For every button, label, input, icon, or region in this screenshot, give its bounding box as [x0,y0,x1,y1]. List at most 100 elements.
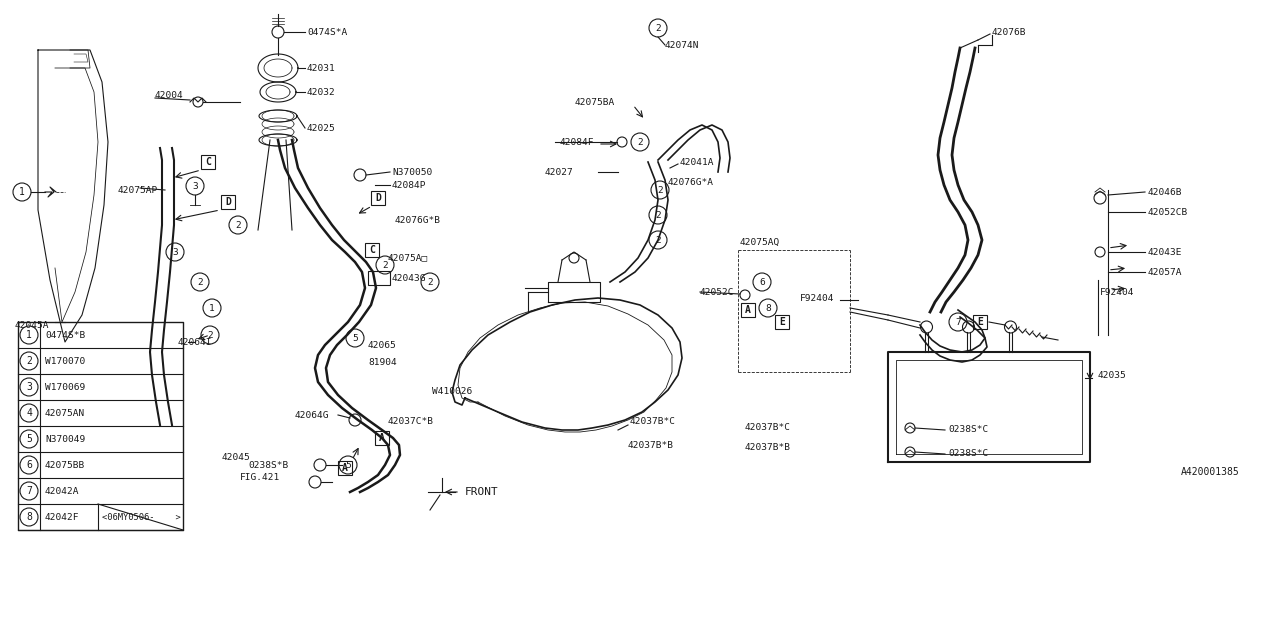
Text: 42064I: 42064I [178,337,212,346]
Text: 42025: 42025 [307,124,335,132]
Text: 1: 1 [26,330,32,340]
Text: E: E [780,317,785,327]
Text: 1: 1 [19,187,24,197]
Text: 2: 2 [655,236,660,244]
Bar [371,191,385,205]
Bar [338,461,352,475]
Text: 2: 2 [197,278,202,287]
Text: 42035: 42035 [1098,371,1126,380]
Text: A420001385: A420001385 [1181,467,1240,477]
Text: C: C [369,245,375,255]
Text: 42084P: 42084P [392,180,426,189]
Text: 42045: 42045 [221,454,251,463]
Text: 42076G*A: 42076G*A [668,177,714,186]
Text: FIG.421: FIG.421 [241,474,280,483]
Text: N370050: N370050 [392,168,433,177]
Text: FRONT: FRONT [465,487,499,497]
Text: 81904: 81904 [369,358,397,367]
Text: 42032: 42032 [307,88,335,97]
Text: 8: 8 [765,303,771,312]
Text: 5: 5 [352,333,358,342]
Text: F92404: F92404 [1100,287,1134,296]
Text: 42037B*B: 42037B*B [745,444,791,452]
Bar [201,155,215,169]
Text: 42074N: 42074N [666,40,699,49]
Text: 2: 2 [26,356,32,366]
Text: 42027: 42027 [545,168,573,177]
Text: 42076G*B: 42076G*B [396,216,442,225]
Text: 2: 2 [655,211,660,220]
Text: W410026: W410026 [433,387,472,397]
Text: 42042F: 42042F [45,513,79,522]
Text: 2: 2 [383,260,388,269]
Text: 0238S*B: 0238S*B [248,461,288,470]
Text: 42064G: 42064G [294,410,329,419]
Text: D: D [375,193,381,203]
Text: W170070: W170070 [45,356,86,365]
Text: 42042A: 42042A [45,486,79,495]
Text: 6: 6 [26,460,32,470]
Text: 42004: 42004 [155,90,184,99]
Text: 42052CB: 42052CB [1148,207,1188,216]
Text: 4: 4 [26,408,32,418]
Text: 42041A: 42041A [680,157,714,166]
Text: 2: 2 [236,221,241,230]
Text: 0474S*A: 0474S*A [307,28,347,36]
Text: 42043E: 42043E [1148,248,1183,257]
Text: 0238S*C: 0238S*C [948,449,988,458]
Text: A: A [745,305,751,315]
Text: 5: 5 [26,434,32,444]
Bar [369,271,390,285]
Text: 42075AQ: 42075AQ [740,237,781,246]
Text: 7: 7 [955,317,961,326]
Text: 42075BB: 42075BB [45,461,86,470]
Text: E: E [977,317,983,327]
Text: 42037C*B: 42037C*B [388,417,434,426]
Text: 42076B: 42076B [992,28,1027,36]
Text: 2: 2 [207,330,212,339]
Text: 7: 7 [26,486,32,496]
Text: 8: 8 [26,512,32,522]
Text: 42045A: 42045A [15,321,50,330]
Bar [365,243,379,257]
Text: 42075A□: 42075A□ [388,253,429,262]
Text: 6: 6 [759,278,765,287]
Text: 2: 2 [428,278,433,287]
Text: 42057A: 42057A [1148,268,1183,276]
Text: 42031: 42031 [307,63,335,72]
Text: 42046B: 42046B [1148,188,1183,196]
Text: 0474S*B: 0474S*B [45,330,86,339]
Bar [774,315,788,329]
Text: 42037B*B: 42037B*B [628,440,675,449]
Text: C: C [205,157,211,167]
Text: A: A [342,463,348,473]
Text: 42043G: 42043G [392,273,426,282]
Text: 42075BA: 42075BA [575,97,616,106]
Bar [375,431,389,445]
Text: 42075AN: 42075AN [45,408,86,417]
Bar [973,315,987,329]
Text: 5: 5 [346,461,351,470]
Bar [221,195,236,209]
Text: 3: 3 [192,182,198,191]
Text: 42052C: 42052C [700,287,735,296]
Text: 0238S*C: 0238S*C [948,426,988,435]
Text: 42037B*C: 42037B*C [630,417,676,426]
Text: N370049: N370049 [45,435,86,444]
Bar [741,303,755,317]
Text: 2: 2 [657,186,663,195]
Text: 3: 3 [26,382,32,392]
Text: 2: 2 [655,24,660,33]
Text: <06MY0506-    >: <06MY0506- > [102,513,180,522]
Text: 42065: 42065 [369,340,397,349]
Text: 3: 3 [172,248,178,257]
Text: W170069: W170069 [45,383,86,392]
Text: 42084F: 42084F [561,138,594,147]
Text: 1: 1 [209,303,215,312]
Text: 42037B*C: 42037B*C [745,424,791,433]
Text: 42075AP: 42075AP [118,186,159,195]
Text: A: A [379,433,385,443]
Text: F92404: F92404 [800,294,835,303]
Text: 2: 2 [637,138,643,147]
Text: D: D [225,197,230,207]
